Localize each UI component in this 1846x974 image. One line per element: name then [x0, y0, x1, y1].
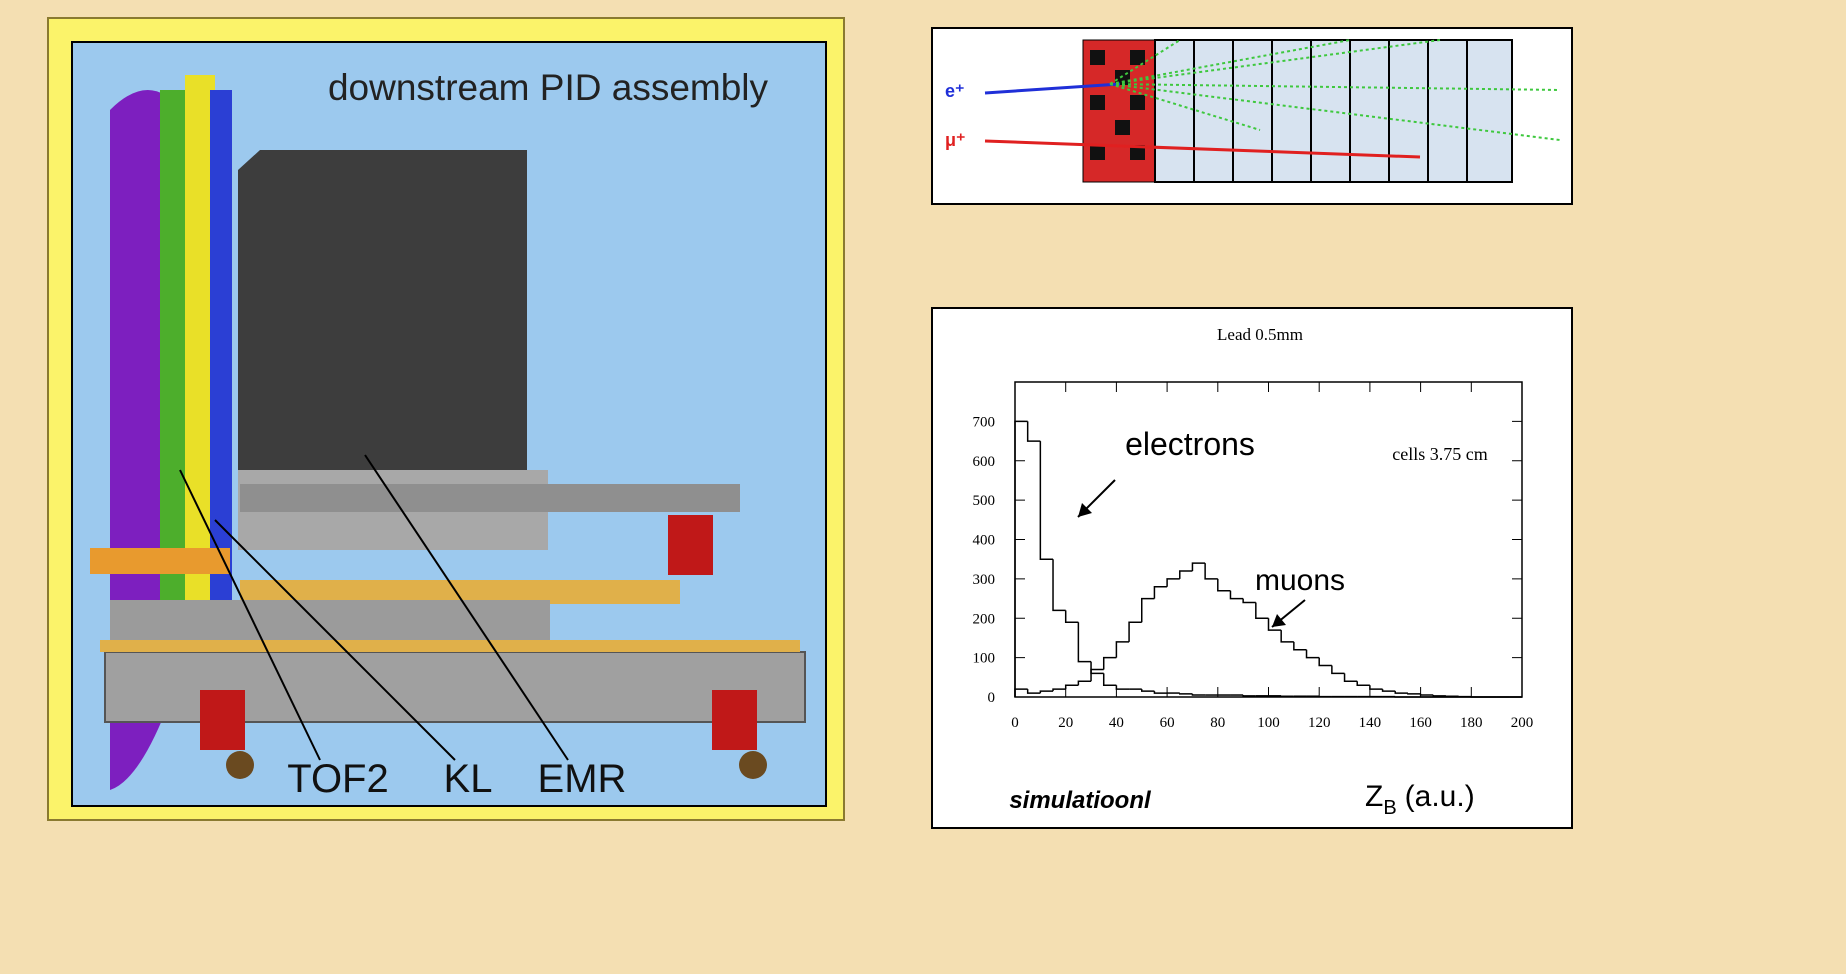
- y-tick-label: 500: [973, 493, 996, 509]
- annotation: muons: [1255, 564, 1345, 597]
- assembly-label: EMR: [538, 757, 627, 801]
- annotation: cells 3.75 cm: [1392, 444, 1487, 464]
- slide: downstream PID assembly TOF2 KL EMR e⁺ μ…: [0, 0, 1846, 974]
- x-axis-symbol: Z: [1365, 780, 1383, 813]
- y-tick-label: 700: [973, 414, 996, 430]
- x-tick-label: 140: [1359, 715, 1382, 731]
- histogram-bin: [1408, 693, 1421, 694]
- x-tick-label: 40: [1109, 715, 1124, 731]
- chart-title: Lead 0.5mm: [1217, 325, 1303, 344]
- histogram-bin: [1433, 695, 1446, 696]
- assembly-title: downstream PID assembly: [328, 67, 769, 108]
- histogram-bin: [1243, 695, 1256, 696]
- x-tick-label: 200: [1511, 715, 1534, 731]
- track-label: μ⁺: [945, 130, 966, 150]
- x-tick-label: 0: [1011, 715, 1019, 731]
- chart-frame: [932, 308, 1572, 828]
- y-tick-label: 0: [988, 690, 996, 706]
- x-axis-unit: (a.u.): [1405, 780, 1475, 813]
- histogram-bin: [1180, 693, 1193, 694]
- y-tick-label: 100: [973, 651, 996, 667]
- x-tick-label: 120: [1308, 715, 1331, 731]
- x-tick-label: 80: [1210, 715, 1225, 731]
- assembly-label: TOF2: [287, 757, 389, 801]
- x-tick-label: 180: [1460, 715, 1483, 731]
- assembly-label: KL: [444, 757, 493, 801]
- y-tick-label: 400: [973, 533, 996, 549]
- annotation: simulatioonl: [1009, 787, 1152, 814]
- slide-canvas: downstream PID assembly TOF2 KL EMR e⁺ μ…: [0, 0, 1846, 974]
- x-axis-subscript: B: [1383, 797, 1396, 819]
- y-tick-label: 300: [973, 572, 996, 588]
- annotation: electrons: [1125, 426, 1255, 462]
- x-tick-label: 100: [1257, 715, 1280, 731]
- x-tick-label: 20: [1058, 715, 1073, 731]
- track-label: e⁺: [945, 81, 965, 101]
- y-tick-label: 600: [973, 454, 996, 470]
- x-tick-label: 60: [1160, 715, 1175, 731]
- y-tick-label: 200: [973, 611, 996, 627]
- x-tick-label: 160: [1409, 715, 1432, 731]
